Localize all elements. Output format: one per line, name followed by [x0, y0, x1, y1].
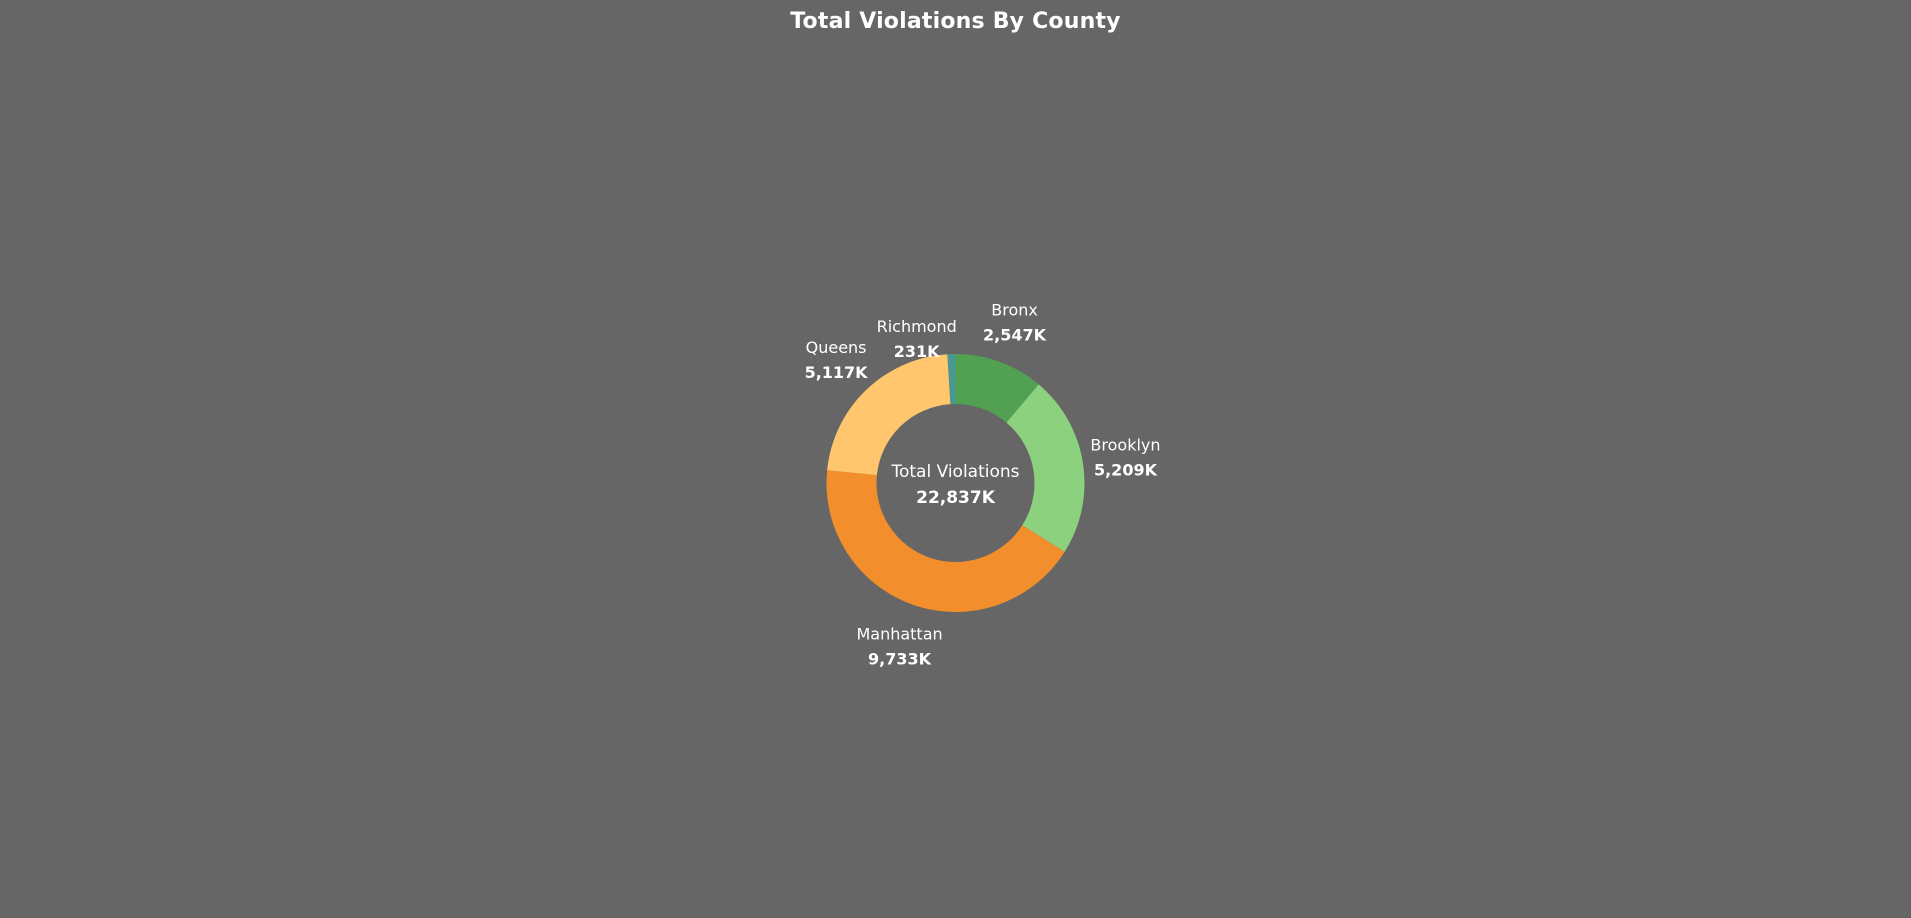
slice-bronx[interactable]	[955, 354, 1039, 423]
slice-brooklyn[interactable]	[1006, 384, 1085, 552]
slice-label-value: 5,209K	[1094, 461, 1158, 480]
slice-label-value: 231K	[894, 342, 940, 361]
slice-label-name: Bronx	[991, 300, 1038, 319]
slice-label-value: 9,733K	[868, 650, 932, 669]
slice-queens[interactable]	[827, 354, 951, 476]
slice-label-name: Queens	[806, 338, 867, 357]
chart-title: Total Violations By County	[790, 9, 1121, 34]
slice-labels: Bronx 2,547K Brooklyn 5,209K Manhattan 9,733K…	[805, 300, 1161, 668]
slice-manhattan[interactable]	[826, 470, 1065, 613]
slice-label-name: Manhattan	[856, 625, 942, 644]
center-label: Total Violations	[890, 462, 1019, 482]
slice-label-name: Richmond	[877, 317, 957, 336]
slice-label-value: 5,117K	[805, 363, 869, 382]
center-value: 22,837K	[916, 488, 996, 508]
donut-slices	[826, 354, 1085, 613]
slice-richmond[interactable]	[947, 354, 956, 405]
slice-label-value: 2,547K	[983, 325, 1047, 344]
slice-label-name: Brooklyn	[1090, 436, 1160, 455]
